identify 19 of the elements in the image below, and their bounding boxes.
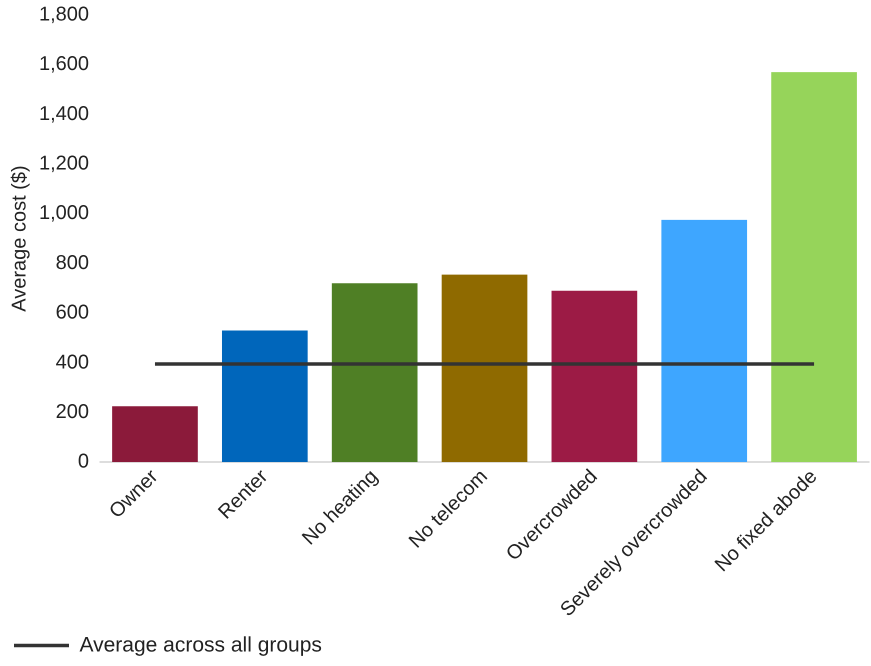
bar (552, 290, 638, 462)
bar (332, 283, 418, 462)
y-tick-label: 1,800 (38, 4, 90, 26)
y-tick-label: 0 (78, 450, 90, 473)
bar (442, 274, 528, 462)
legend-label: Average across all groups (80, 633, 322, 656)
y-tick-label: 400 (56, 351, 90, 374)
y-tick-label: 1,400 (38, 102, 90, 125)
bar (771, 72, 857, 462)
y-tick-label: 800 (56, 252, 90, 274)
bar (661, 220, 748, 462)
y-tick-label: 200 (56, 400, 90, 423)
y-tick-label: 1,000 (38, 202, 90, 224)
y-axis-title: Average cost ($) (8, 165, 31, 312)
bar (222, 330, 308, 462)
y-tick-label: 1,600 (38, 53, 90, 76)
y-tick-label: 1,200 (38, 152, 90, 175)
bar (112, 406, 198, 462)
y-tick-label: 600 (56, 302, 90, 324)
